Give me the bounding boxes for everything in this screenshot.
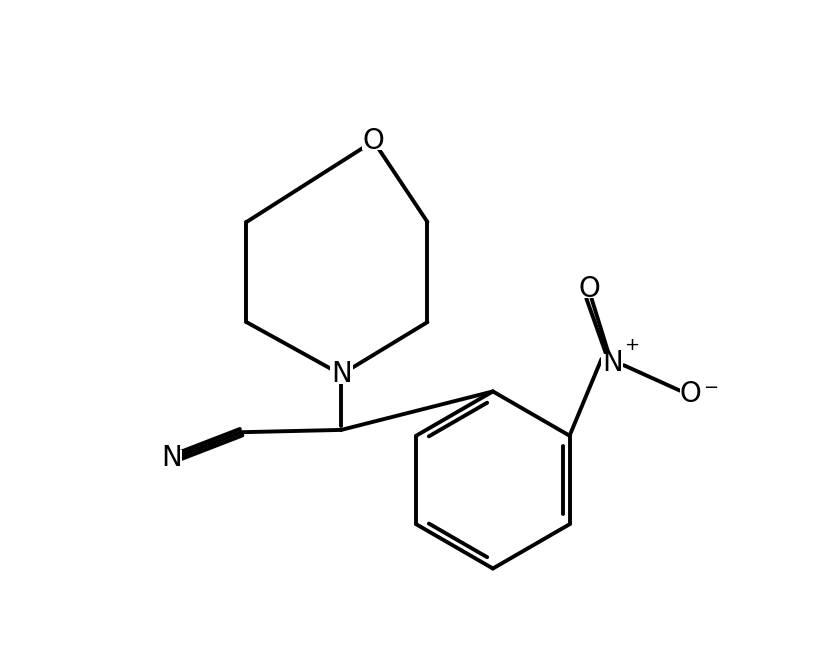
FancyBboxPatch shape [330,365,353,384]
Text: O: O [680,380,702,408]
Text: N: N [162,444,182,473]
Text: −: − [703,379,718,396]
Text: +: + [624,335,640,353]
Text: N: N [330,361,352,389]
FancyBboxPatch shape [162,450,182,467]
FancyBboxPatch shape [579,280,600,298]
FancyBboxPatch shape [362,132,385,151]
Text: O: O [362,127,384,155]
FancyBboxPatch shape [680,385,702,403]
Text: O: O [579,275,600,303]
Text: N: N [602,349,623,377]
FancyBboxPatch shape [601,353,623,372]
